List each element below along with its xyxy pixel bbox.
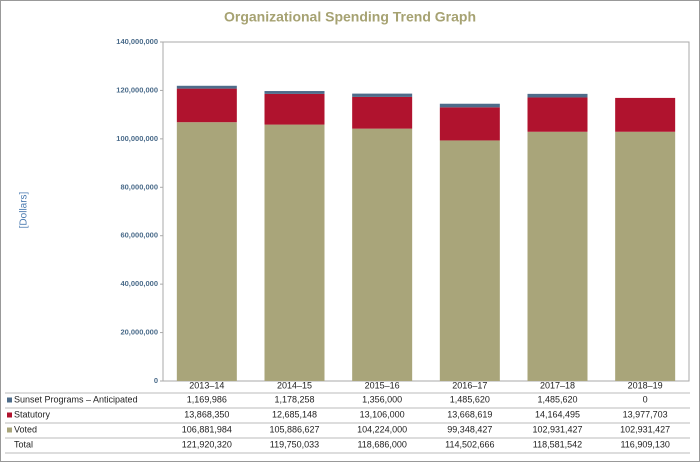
table-total: 114,502,666: [445, 439, 494, 449]
legend-label: Statutory: [14, 409, 51, 419]
table-total: 116,909,130: [620, 439, 669, 449]
x-tick-label: 2013–14: [189, 380, 224, 390]
table-total: 119,750,033: [270, 439, 319, 449]
legend-swatch: [7, 427, 12, 433]
legend-swatch: [7, 397, 12, 403]
y-tick-label: 40,000,000: [120, 279, 158, 288]
bar-segment: [527, 97, 588, 132]
x-tick-label: 2018–19: [628, 380, 663, 390]
x-tick-label: 2017–18: [540, 380, 575, 390]
plot-area: [162, 41, 690, 382]
table-value: 1,485,620: [450, 394, 490, 404]
legend-label: Voted: [14, 424, 37, 434]
table-value: 13,977,703: [623, 409, 668, 419]
bar-segment: [176, 85, 237, 89]
bar-segment: [615, 131, 676, 381]
table-total: 118,686,000: [357, 439, 406, 449]
table-value: 106,881,984: [182, 424, 232, 434]
bar-segment: [264, 93, 325, 125]
legend-label: Sunset Programs – Anticipated: [14, 394, 138, 404]
table-value: 104,224,000: [357, 424, 407, 434]
x-tick-label: 2015–16: [365, 380, 400, 390]
bar-segment: [352, 93, 413, 97]
y-axis-label: [Dollars]: [19, 191, 30, 228]
y-tick-label: 20,000,000: [120, 328, 158, 337]
bar-segment: [439, 103, 500, 108]
table-value: 1,356,000: [362, 394, 402, 404]
table-value: 13,668,619: [447, 409, 492, 419]
table-value: 99,348,427: [447, 424, 492, 434]
table-value: 12,685,148: [272, 409, 317, 419]
y-tick-label: 140,000,000: [116, 37, 158, 46]
bar-segment: [352, 128, 413, 381]
bar-segment: [439, 140, 500, 381]
bar-segment: [264, 91, 325, 94]
x-tick-label: 2014–15: [277, 380, 312, 390]
table-value: 13,868,350: [184, 409, 229, 419]
bar-segment: [176, 88, 237, 123]
bar-segment: [176, 122, 237, 382]
table-value: 1,169,986: [187, 394, 227, 404]
table-value: 0: [643, 394, 648, 404]
table-value: 102,931,427: [532, 424, 582, 434]
bar-segment: [527, 93, 588, 98]
y-tick-label: 60,000,000: [120, 231, 158, 240]
chart-title: Organizational Spending Trend Graph: [224, 9, 476, 25]
y-tick-label: 100,000,000: [116, 134, 158, 143]
bar-segment: [352, 96, 413, 129]
table-value: 105,886,627: [269, 424, 319, 434]
y-tick-label: 80,000,000: [120, 182, 158, 191]
bar-segment: [439, 107, 500, 141]
table-total: 121,920,320: [182, 439, 232, 449]
table-value: 1,485,620: [537, 394, 577, 404]
y-tick-label: 0: [154, 376, 158, 385]
legend-swatch: [7, 412, 12, 418]
bar-segment: [615, 97, 676, 132]
table-total: 118,581,542: [533, 439, 582, 449]
x-tick-label: 2016–17: [452, 380, 487, 390]
table-value: 102,931,427: [620, 424, 670, 434]
bar-segment: [527, 131, 588, 381]
table-value: 13,106,000: [360, 409, 405, 419]
y-tick-label: 120,000,000: [116, 85, 158, 94]
table-value: 1,178,258: [274, 394, 314, 404]
table-total-label: Total: [14, 439, 33, 449]
bar-segment: [264, 124, 325, 382]
table-value: 14,164,495: [535, 409, 580, 419]
